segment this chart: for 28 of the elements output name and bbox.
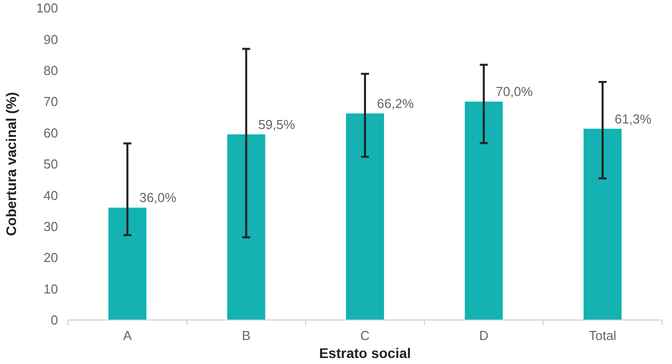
data-label: 59,5% [258, 116, 296, 132]
bar [464, 102, 503, 320]
y-tick-label: 100 [36, 0, 58, 16]
x-tick-label: Total [588, 328, 616, 343]
y-tick-label: 40 [44, 188, 58, 203]
y-tick-label: 30 [44, 218, 58, 234]
y-tick-label: 90 [44, 32, 58, 47]
bar [227, 134, 266, 320]
y-tick-label: 10 [44, 281, 58, 296]
x-tick-label: A [123, 328, 132, 343]
x-tick-label: C [360, 328, 370, 343]
bar [346, 113, 384, 320]
x-axis-title: Estrato social [319, 345, 411, 361]
y-tick-label: 60 [44, 125, 58, 140]
data-label: 36,0% [139, 190, 177, 206]
data-label: 66,2% [377, 96, 414, 112]
data-label: 61,3% [614, 111, 652, 126]
y-tick-label: 80 [44, 62, 58, 78]
x-tick-label: D [479, 328, 488, 343]
data-label: 70,0% [496, 84, 534, 100]
y-tick-label: 70 [44, 94, 58, 110]
bar [584, 128, 622, 320]
x-tick-label: B [242, 328, 251, 343]
y-tick-label: 20 [44, 250, 58, 266]
bar [108, 208, 146, 320]
y-tick-label: 50 [44, 156, 58, 172]
y-tick-label: 0 [50, 312, 58, 328]
y-axis-title: Cobertura vacinal (%) [3, 92, 19, 236]
